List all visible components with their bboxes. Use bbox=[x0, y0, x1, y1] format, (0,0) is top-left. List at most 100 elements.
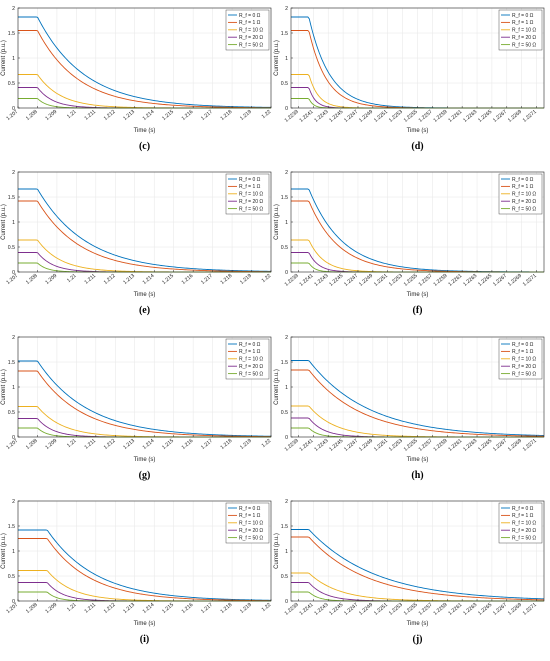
x-tick-label: 1.2241 bbox=[299, 109, 315, 124]
legend-entry: R_f = 0 Ω bbox=[512, 506, 534, 512]
y-tick-label: 1.5 bbox=[281, 360, 288, 366]
y-axis-label: Current (p.u.) bbox=[274, 533, 280, 569]
y-tick-label: 2 bbox=[285, 170, 288, 176]
legend-entry: R_f = 20 Ω bbox=[512, 35, 536, 41]
x-tick-label: 1.2259 bbox=[433, 602, 449, 617]
x-tick-label: 1.214 bbox=[142, 438, 156, 451]
series-line-i-0 bbox=[18, 529, 272, 601]
x-tick-label: 1.215 bbox=[161, 438, 175, 451]
x-tick-label: 1.2261 bbox=[447, 273, 463, 288]
x-tick-label: 1.216 bbox=[181, 273, 195, 286]
x-tick-label: 1.2245 bbox=[328, 273, 344, 288]
x-tick-label: 1.2249 bbox=[358, 602, 374, 617]
panel-caption: (d) bbox=[411, 141, 423, 152]
x-tick-label: 1.2253 bbox=[388, 602, 404, 617]
legend-entry: R_f = 20 Ω bbox=[239, 528, 263, 534]
x-tick-label: 1.2261 bbox=[447, 438, 463, 453]
y-axis-label: Current (p.u.) bbox=[274, 204, 280, 240]
y-tick-label: 1.5 bbox=[8, 524, 15, 530]
panel-caption: (e) bbox=[139, 305, 150, 316]
x-tick-label: 1.207 bbox=[5, 109, 19, 122]
y-axis-label: Current (p.u.) bbox=[1, 369, 7, 405]
y-tick-label: 1.5 bbox=[281, 524, 288, 530]
x-tick-label: 1.215 bbox=[161, 109, 175, 122]
x-tick-label: 1.218 bbox=[220, 273, 234, 286]
x-tick-label: 1.217 bbox=[200, 438, 214, 451]
x-tick-label: 1.2249 bbox=[358, 273, 374, 288]
series-line-h-1 bbox=[291, 369, 545, 437]
x-tick-label: 1.219 bbox=[239, 273, 253, 286]
legend-entry: R_f = 10 Ω bbox=[239, 521, 263, 527]
panel-caption: (h) bbox=[411, 470, 423, 481]
legend-entry: R_f = 10 Ω bbox=[512, 357, 536, 363]
y-axis-label: Current (p.u.) bbox=[1, 204, 7, 240]
y-tick-label: 0 bbox=[12, 270, 15, 276]
x-tick-label: 1.219 bbox=[239, 602, 253, 615]
y-tick-label: 2 bbox=[12, 499, 15, 505]
legend-entry: R_f = 20 Ω bbox=[239, 364, 263, 370]
chart-panel-c: 0 0.5 1 1.5 2 1.207 1.208 1.209 1.21 1.211 1.212 1.… bbox=[1, 6, 272, 152]
x-tick-label: 1.2247 bbox=[343, 602, 359, 617]
x-tick-label: 1.21 bbox=[66, 438, 78, 449]
x-tick-label: 1.21 bbox=[66, 273, 78, 284]
x-tick-label: 1.2267 bbox=[492, 438, 508, 453]
legend: R_f = 0 ΩR_f = 1 Ω R_f = 10 ΩR_f = 20 ΩR_… bbox=[225, 9, 270, 51]
legend: R_f = 0 ΩR_f = 1 Ω R_f = 10 ΩR_f = 20 ΩR_… bbox=[498, 9, 543, 51]
y-tick-label: 1.5 bbox=[281, 195, 288, 201]
x-tick-label: 1.21 bbox=[66, 109, 78, 120]
x-tick-label: 1.211 bbox=[84, 273, 98, 286]
legend-entry: R_f = 10 Ω bbox=[512, 28, 536, 34]
y-tick-label: 1.5 bbox=[8, 31, 15, 37]
x-tick-label: 1.2263 bbox=[462, 438, 478, 453]
chart-panel-g: 0 0.5 1 1.5 2 1.207 1.208 1.209 1.21 1.211 1.212 1.… bbox=[1, 335, 272, 481]
legend-entry: R_f = 20 Ω bbox=[239, 35, 263, 41]
x-tick-label: 1.208 bbox=[25, 109, 39, 122]
x-tick-label: 1.2241 bbox=[299, 438, 315, 453]
y-tick-label: 2 bbox=[285, 335, 288, 341]
y-tick-label: 0.5 bbox=[281, 574, 288, 580]
x-tick-label: 1.218 bbox=[220, 109, 234, 122]
x-tick-label: 1.2255 bbox=[403, 273, 419, 288]
x-axis-label: Time (s) bbox=[407, 128, 429, 134]
x-axis-label: Time (s) bbox=[134, 128, 156, 134]
legend-entry: R_f = 1 Ω bbox=[512, 184, 534, 190]
y-tick-label: 1 bbox=[285, 56, 288, 62]
x-tick-label: 1.218 bbox=[220, 602, 234, 615]
x-tick-label: 1.2247 bbox=[343, 273, 359, 288]
x-tick-label: 1.209 bbox=[44, 109, 58, 122]
x-tick-label: 1.2271 bbox=[522, 438, 538, 453]
x-tick-label: 1.216 bbox=[181, 109, 195, 122]
y-axis-label: Current (p.u.) bbox=[274, 369, 280, 405]
x-tick-label: 1.212 bbox=[103, 109, 117, 122]
y-tick-label: 0 bbox=[285, 270, 288, 276]
legend-entry: R_f = 20 Ω bbox=[239, 199, 263, 205]
x-tick-label: 1.219 bbox=[239, 438, 253, 451]
x-tick-label: 1.207 bbox=[5, 602, 19, 615]
legend: R_f = 0 ΩR_f = 1 Ω R_f = 10 ΩR_f = 20 ΩR_… bbox=[498, 338, 543, 380]
y-tick-label: 1 bbox=[285, 385, 288, 391]
x-tick-label: 1.212 bbox=[103, 602, 117, 615]
x-tick-label: 1.2253 bbox=[388, 109, 404, 124]
x-tick-label: 1.217 bbox=[200, 109, 214, 122]
y-tick-label: 1 bbox=[12, 56, 15, 62]
x-tick-label: 1.2271 bbox=[522, 602, 538, 617]
x-tick-label: 1.22 bbox=[261, 602, 273, 613]
x-tick-label: 1.213 bbox=[122, 602, 136, 615]
x-tick-label: 1.2249 bbox=[358, 109, 374, 124]
legend-entry: R_f = 0 Ω bbox=[239, 13, 261, 19]
legend-entry: R_f = 1 Ω bbox=[239, 513, 261, 519]
x-tick-label: 1.2265 bbox=[477, 438, 493, 453]
x-tick-label: 1.2247 bbox=[343, 109, 359, 124]
x-tick-label: 1.215 bbox=[161, 602, 175, 615]
x-tick-label: 1.2257 bbox=[418, 273, 434, 288]
legend-entry: R_f = 50 Ω bbox=[239, 371, 263, 377]
series-line-g-1 bbox=[18, 370, 272, 438]
legend-entry: R_f = 0 Ω bbox=[239, 506, 261, 512]
x-tick-label: 1.2257 bbox=[418, 602, 434, 617]
x-tick-label: 1.208 bbox=[25, 273, 39, 286]
x-tick-label: 1.2251 bbox=[373, 109, 389, 124]
series-line-i-1 bbox=[18, 538, 272, 602]
legend-entry: R_f = 50 Ω bbox=[239, 535, 263, 541]
x-tick-label: 1.2263 bbox=[462, 109, 478, 124]
